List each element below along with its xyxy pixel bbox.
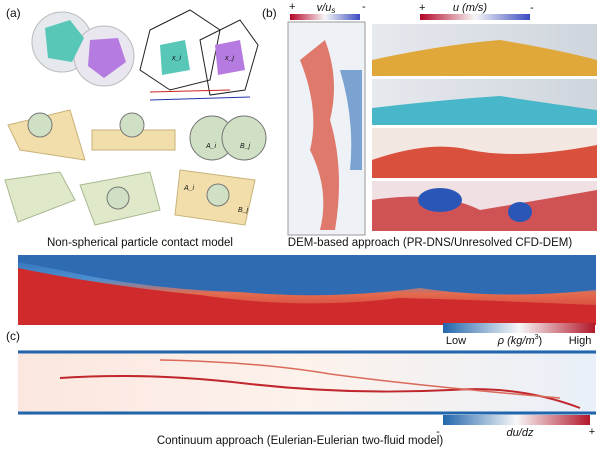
particle-label: B_j xyxy=(240,143,251,150)
vortex xyxy=(418,188,462,212)
colorbar-title: du/dz xyxy=(507,427,534,439)
colorbar-high: High xyxy=(569,335,592,347)
colorbar-title: v/us xyxy=(317,2,336,15)
particle-label: A_i xyxy=(205,143,217,150)
colorbar-minus: - xyxy=(362,1,366,13)
flow-region xyxy=(300,40,339,230)
particle-illustrations: x_i x_j A_i B_j A_i B_j xyxy=(4,9,267,226)
shear-layer xyxy=(59,375,581,409)
colorbar-title: ρ (kg/m3) xyxy=(497,334,542,347)
colorbar xyxy=(420,14,530,20)
colorbar-title: u (m/s) xyxy=(453,2,488,14)
caption: DEM-based approach (PR-DNS/Unresolved CF… xyxy=(288,237,573,249)
colorbar xyxy=(443,323,595,333)
colorbar xyxy=(443,415,590,425)
particle-bed xyxy=(372,40,597,76)
colorbar-minus: - xyxy=(436,426,440,438)
caption: Non-spherical particle contact model xyxy=(47,237,233,249)
simulation-image xyxy=(18,350,596,415)
caption: Continuum approach (Eulerian-Eulerian tw… xyxy=(157,435,444,447)
flow-region xyxy=(18,268,596,325)
flow-region xyxy=(18,255,596,296)
simulation-images xyxy=(372,24,597,231)
colorbar-low: Low xyxy=(446,335,466,347)
vortex xyxy=(508,202,532,222)
particle-label: x_j xyxy=(224,55,234,62)
shear-layer xyxy=(159,359,561,399)
particle-label: x_i xyxy=(171,55,181,62)
colorbar-minus: - xyxy=(530,2,534,14)
colorbar-plus: + xyxy=(289,1,295,13)
panel-label: (c) xyxy=(6,329,20,343)
flow-region xyxy=(340,70,362,170)
colorbar-plus: + xyxy=(589,426,595,438)
panel-label: (a) xyxy=(6,6,21,20)
panel-label: (b) xyxy=(262,6,277,20)
particle-label: A_i xyxy=(183,185,195,192)
particle-label: B_j xyxy=(238,207,249,214)
particle-bed xyxy=(372,96,597,125)
colorbar-plus: + xyxy=(419,2,425,14)
flow-region xyxy=(372,145,597,178)
colorbar xyxy=(290,14,360,20)
